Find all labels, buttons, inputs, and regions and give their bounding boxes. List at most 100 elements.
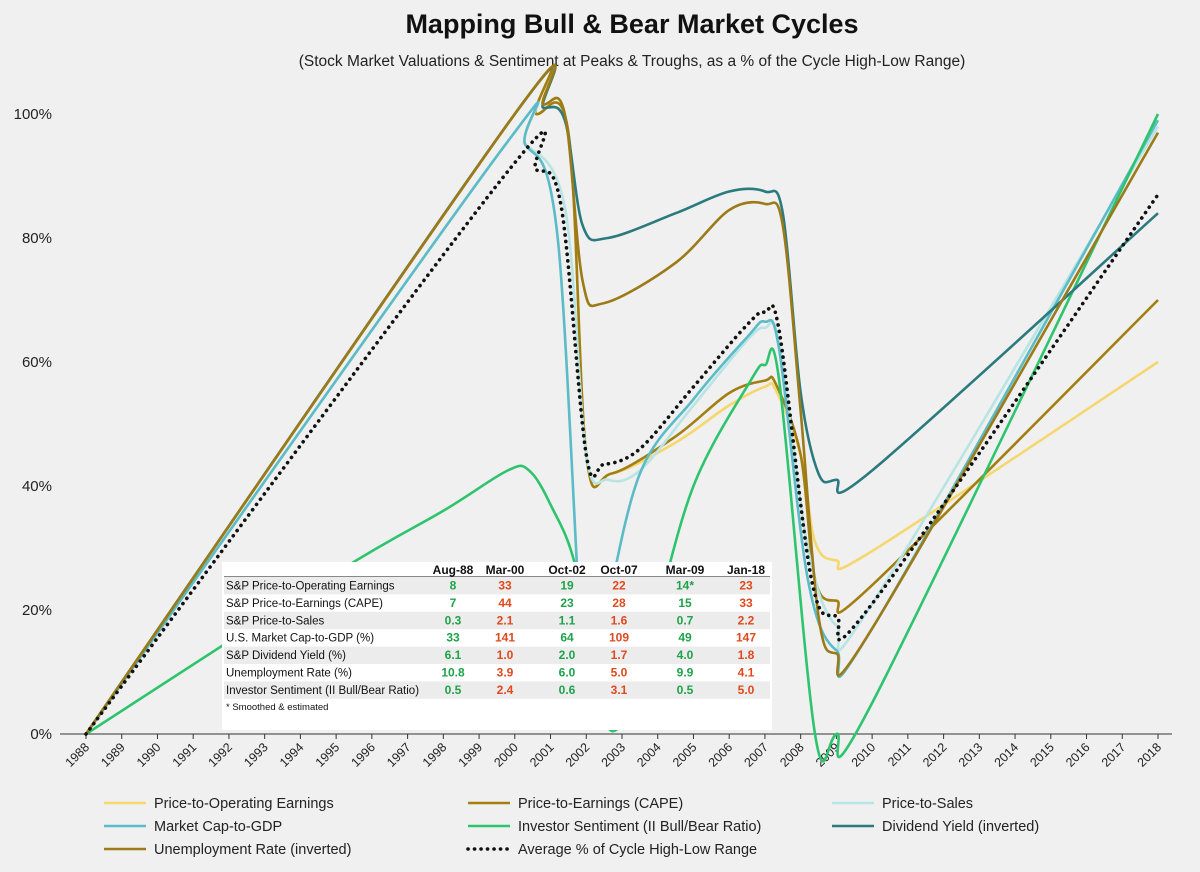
table-footnote: * Smoothed & estimated bbox=[226, 702, 328, 713]
series-line-6 bbox=[84, 63, 1160, 735]
table-row-label: S&P Price-to-Earnings (CAPE) bbox=[226, 598, 383, 610]
legend-label-4: Investor Sentiment (II Bull/Bear Ratio) bbox=[518, 819, 761, 835]
x-tick-label: 2000 bbox=[491, 740, 521, 770]
table-row-label: S&P Dividend Yield (%) bbox=[226, 650, 346, 662]
data-table: Aug-88 Mar-00 Oct-02 Oct-07 Mar-09 Jan-18 S&P … bbox=[222, 562, 772, 730]
y-tick-label: 80% bbox=[22, 230, 52, 247]
x-tick-label: 2017 bbox=[1099, 740, 1129, 770]
x-tick-label: 1990 bbox=[134, 740, 164, 770]
table-cell: 1.0 bbox=[497, 648, 514, 662]
table-header: Mar-00 bbox=[486, 563, 525, 577]
x-tick-label: 2001 bbox=[527, 740, 557, 770]
x-tick-label: 2012 bbox=[920, 740, 950, 770]
x-tick-label: 2011 bbox=[885, 740, 914, 769]
table-cell: 0.5 bbox=[445, 683, 462, 697]
x-tick-label: 1997 bbox=[384, 740, 414, 770]
table-cell: 1.8 bbox=[738, 648, 755, 662]
x-tick-label: 2013 bbox=[956, 740, 986, 770]
table-cell: 23 bbox=[739, 579, 753, 593]
legend-label-3: Market Cap-to-GDP bbox=[154, 819, 282, 835]
x-tick-label: 2003 bbox=[599, 740, 629, 770]
table-header: Oct-02 bbox=[548, 563, 586, 577]
legend-label-2: Price-to-Sales bbox=[882, 796, 973, 812]
series-line-4 bbox=[85, 113, 1160, 763]
table-cell: 0.3 bbox=[445, 613, 462, 627]
chart-subtitle: (Stock Market Valuations & Sentiment at … bbox=[299, 53, 966, 70]
table-row-band bbox=[224, 611, 770, 630]
x-tick-label: 2002 bbox=[563, 740, 593, 770]
table-header: Oct-07 bbox=[600, 563, 638, 577]
table-cell: 1.7 bbox=[611, 648, 628, 662]
table-cell: 33 bbox=[498, 579, 512, 593]
x-tick-label: 2015 bbox=[1027, 740, 1057, 770]
table-cell: 3.9 bbox=[497, 666, 514, 680]
table-cell: 141 bbox=[495, 631, 515, 645]
x-tick-label: 1994 bbox=[277, 740, 307, 770]
x-tick-label: 2018 bbox=[1135, 740, 1165, 770]
y-tick-label: 0% bbox=[30, 726, 52, 743]
y-axis: 0% 20% 40% 60% 80% 100% bbox=[14, 106, 52, 743]
legend-label-1: Price-to-Earnings (CAPE) bbox=[518, 796, 683, 812]
table-row-label: Investor Sentiment (II Bull/Bear Ratio) bbox=[226, 685, 419, 697]
legend-label-6: Unemployment Rate (inverted) bbox=[154, 842, 351, 858]
table-cell: 2.2 bbox=[738, 613, 755, 627]
table-cell: 2.0 bbox=[559, 648, 576, 662]
table-cell: 14* bbox=[676, 579, 694, 593]
x-tick-label: 2010 bbox=[849, 740, 879, 770]
y-tick-label: 20% bbox=[22, 602, 52, 619]
x-tick-label: 1989 bbox=[98, 740, 128, 770]
table-cell: 109 bbox=[609, 631, 629, 645]
legend-label-5: Dividend Yield (inverted) bbox=[882, 819, 1039, 835]
x-tick-label: 2014 bbox=[992, 740, 1022, 770]
table-header: Aug-88 bbox=[433, 563, 474, 577]
y-tick-label: 100% bbox=[14, 106, 52, 123]
table-cell: 15 bbox=[678, 596, 692, 610]
table-row-band bbox=[224, 681, 770, 699]
table-cell: 1.1 bbox=[559, 613, 576, 627]
table-header: Jan-18 bbox=[727, 563, 765, 577]
table-cell: 2.1 bbox=[497, 613, 514, 627]
y-tick-label: 60% bbox=[22, 354, 52, 371]
table-cell: 7 bbox=[450, 596, 457, 610]
table-header: Mar-09 bbox=[666, 563, 705, 577]
table-cell: 6.1 bbox=[445, 648, 462, 662]
table-cell: 0.5 bbox=[677, 683, 694, 697]
legend-label-0: Price-to-Operating Earnings bbox=[154, 796, 334, 812]
table-row-label: Unemployment Rate (%) bbox=[226, 668, 352, 680]
x-tick-label: 1995 bbox=[313, 740, 343, 770]
x-axis: 1988 1989 1990 1991 1992 1993 1994 1995 1996 1997… bbox=[60, 733, 1172, 770]
y-tick-label: 40% bbox=[22, 478, 52, 495]
table-cell: 23 bbox=[560, 596, 574, 610]
table-cell: 147 bbox=[736, 631, 756, 645]
table-cell: 5.0 bbox=[738, 683, 755, 697]
table-cell: 1.6 bbox=[611, 613, 628, 627]
table-cell: 9.9 bbox=[677, 666, 694, 680]
table-row-label: U.S. Market Cap-to-GDP (%) bbox=[226, 633, 374, 645]
x-tick-label: 1993 bbox=[241, 740, 271, 770]
x-tick-label: 1991 bbox=[170, 740, 200, 770]
x-tick-label: 2016 bbox=[1063, 740, 1093, 770]
table-cell: 33 bbox=[739, 596, 753, 610]
table-cell: 6.0 bbox=[559, 666, 576, 680]
table-cell: 0.6 bbox=[559, 683, 576, 697]
x-tick-label: 1996 bbox=[348, 740, 378, 770]
x-tick-label: 2004 bbox=[634, 740, 664, 770]
table-cell: 0.7 bbox=[677, 613, 694, 627]
table-cell: 5.0 bbox=[611, 666, 628, 680]
legend-label-7: Average % of Cycle High-Low Range bbox=[518, 842, 757, 858]
table-row-label: S&P Price-to-Sales bbox=[226, 615, 324, 627]
table-cell: 10.8 bbox=[441, 666, 465, 680]
table-cell: 33 bbox=[446, 631, 460, 645]
table-cell: 44 bbox=[498, 596, 512, 610]
series-line-7 bbox=[84, 129, 1160, 736]
x-tick-label: 1999 bbox=[456, 740, 486, 770]
table-cell: 49 bbox=[678, 631, 692, 645]
table-cell: 22 bbox=[612, 579, 626, 593]
x-tick-label: 1998 bbox=[420, 740, 450, 770]
table-cell: 28 bbox=[612, 596, 626, 610]
table-row-band bbox=[224, 646, 770, 664]
legend: Price-to-Operating Earnings Price-to-Earn… bbox=[104, 796, 1039, 858]
table-cell: 3.1 bbox=[611, 683, 628, 697]
series-layer bbox=[84, 63, 1160, 763]
x-tick-label: 1988 bbox=[63, 740, 93, 770]
